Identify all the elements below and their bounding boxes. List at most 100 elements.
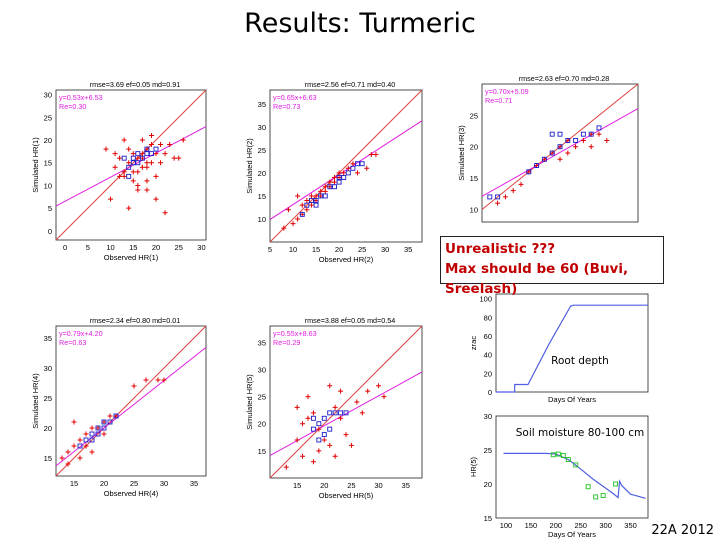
plot-frame — [495, 415, 649, 519]
red-plus-point — [332, 404, 338, 410]
red-plus-point — [89, 425, 95, 431]
y-tick-label: 25 — [258, 146, 266, 155]
red-plus-point — [135, 182, 141, 188]
y-tick-label: 15 — [470, 174, 478, 183]
red-plus-point — [294, 437, 300, 443]
y-tick-label: 10 — [44, 181, 52, 190]
x-tick-label: 5 — [268, 245, 272, 254]
y-tick-label: 20 — [484, 480, 492, 489]
red-plus-point — [343, 432, 349, 438]
red-plus-point — [121, 137, 127, 143]
blue-square-point — [327, 426, 333, 432]
y-axis-label: Simulated HR(3) — [457, 125, 466, 181]
blue-square-point — [549, 131, 555, 137]
red-plus-point — [295, 193, 301, 199]
y-tick-label: 15 — [484, 514, 492, 523]
y-tick-label: 15 — [258, 447, 266, 456]
observed-point — [560, 452, 566, 458]
blue-square-point — [299, 211, 305, 217]
series-line — [496, 304, 648, 393]
equation-label: y=0.79x+4.20 — [59, 329, 103, 338]
y-tick-label: 10 — [470, 205, 478, 214]
red-plus-point — [308, 202, 314, 208]
stats-label: rmse=2.63 ef=0.70 md=0.28 — [519, 74, 610, 83]
blue-square-point — [350, 165, 356, 171]
red-plus-point — [604, 137, 610, 143]
y-tick-label: 35 — [44, 334, 52, 343]
y-tick-label: 35 — [258, 338, 266, 347]
y-axis-label: HR(5) — [469, 456, 478, 477]
red-plus-point — [596, 131, 602, 137]
observed-point — [550, 452, 556, 458]
x-tick-label: 15 — [70, 479, 78, 488]
blue-square-point — [573, 138, 579, 143]
stats-label: rmse=2.56 ef=0.71 md=0.40 — [305, 80, 396, 89]
red-plus-point — [167, 142, 173, 148]
observed-point — [565, 457, 571, 462]
red-plus-point — [144, 164, 150, 170]
fit-line — [56, 347, 206, 467]
red-plus-point — [148, 142, 154, 148]
red-plus-point — [518, 181, 524, 187]
one-to-one-line — [270, 326, 422, 478]
blue-square-point — [534, 163, 540, 168]
stats-label: rmse=3.69 ef=0.05 md=0.91 — [90, 80, 181, 89]
blue-square-point — [144, 151, 150, 157]
red-plus-point — [365, 388, 371, 394]
blue-square-point — [130, 160, 136, 166]
red-plus-point — [331, 175, 337, 181]
red-plus-point — [130, 178, 136, 184]
red-plus-point — [139, 137, 145, 143]
red-plus-point — [126, 146, 132, 152]
soil-moisture-panel: 15 20 25 30 100 150 200 250 300 350 Days Of Years H… — [456, 408, 656, 545]
red-plus-point — [112, 151, 118, 157]
r2-label: Re=0.71 — [485, 96, 512, 105]
blue-square-point — [309, 198, 314, 203]
red-plus-point — [144, 187, 150, 193]
red-plus-point — [338, 388, 344, 394]
one-to-one-line — [270, 90, 422, 242]
blue-square-point — [126, 164, 132, 170]
inner-label: Soil moisture 80-100 cm — [516, 427, 645, 439]
blue-square-point — [541, 156, 547, 162]
blue-square-point — [101, 425, 107, 431]
red-plus-point — [71, 419, 77, 425]
blue-square-point — [321, 432, 327, 438]
y-tick-label: 20 — [484, 369, 492, 378]
red-plus-point — [158, 142, 164, 148]
scatter-chart-3: 10 15 20 25 rmse=2.63 ef=0.70 md=0.28 y=0.70x… — [457, 74, 639, 223]
x-tick-label: 30 — [374, 481, 382, 490]
y-axis-label: Simulated HR(4) — [31, 373, 40, 429]
red-plus-point — [77, 437, 83, 443]
red-plus-point — [336, 170, 342, 176]
red-plus-point — [381, 394, 387, 400]
blue-square-point — [321, 415, 327, 421]
x-tick-label: 300 — [599, 521, 612, 530]
observed-point — [613, 481, 619, 487]
y-axis-label: Simulated HR(1) — [31, 137, 40, 193]
red-plus-point — [359, 410, 365, 416]
red-plus-point — [565, 150, 571, 156]
x-tick-label: 10 — [289, 245, 297, 254]
red-plus-point — [83, 443, 89, 449]
blue-square-point — [343, 410, 349, 416]
red-plus-point — [139, 164, 145, 170]
red-plus-point — [327, 383, 333, 389]
y-tick-label: 35 — [258, 100, 266, 109]
x-tick-label: 30 — [160, 479, 168, 488]
red-plus-point — [126, 160, 132, 166]
red-plus-point — [350, 161, 356, 167]
red-plus-point — [121, 173, 127, 179]
red-plus-point — [162, 210, 168, 216]
x-axis-label: Observed HR(1) — [104, 253, 159, 262]
y-tick-label: 30 — [484, 412, 492, 421]
red-plus-point — [176, 155, 182, 161]
red-plus-point — [588, 144, 594, 150]
blue-square-point — [121, 155, 127, 161]
blue-square-point — [89, 437, 95, 443]
equation-label: y=0.70x+5.09 — [485, 87, 529, 96]
x-tick-label: 0 — [63, 243, 67, 252]
red-plus-point — [316, 448, 322, 454]
x-tick-label: 250 — [574, 521, 587, 530]
red-plus-point — [135, 155, 141, 161]
